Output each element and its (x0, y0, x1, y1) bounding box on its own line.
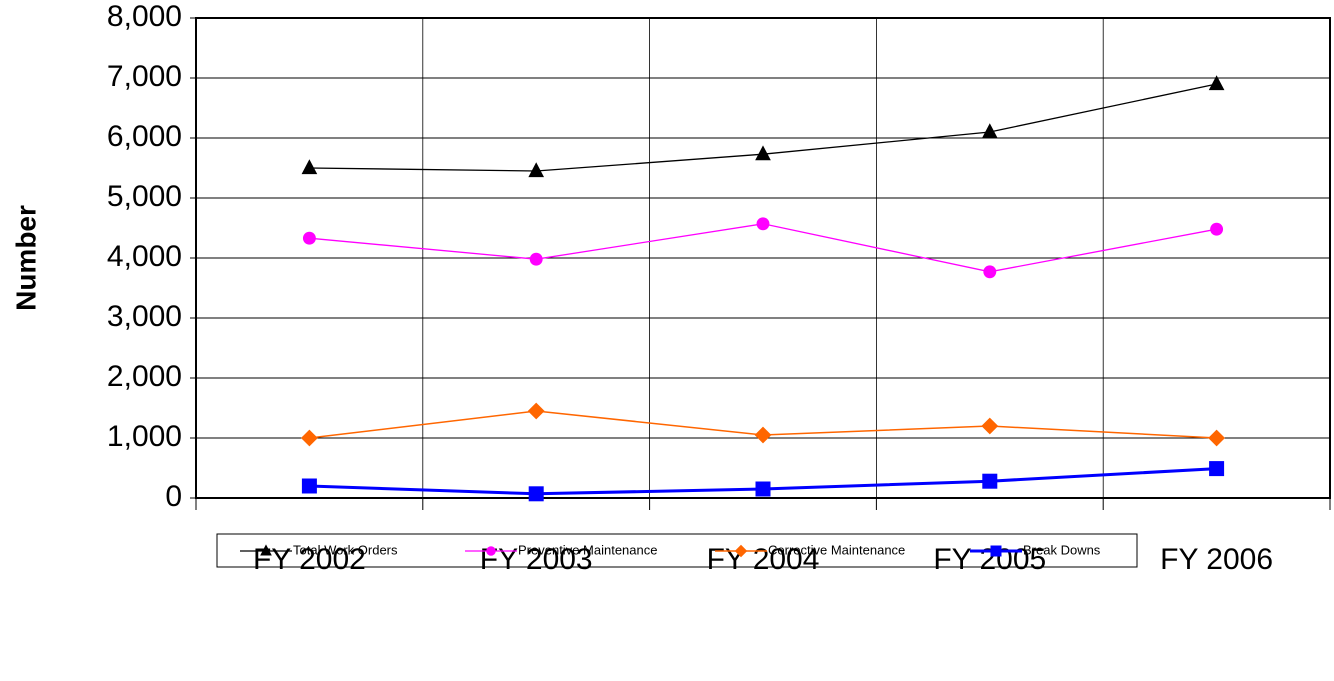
x-tick-label: FY 2004 (707, 543, 820, 576)
marker (1210, 222, 1224, 236)
marker (486, 546, 496, 556)
y-tick-label: 7,000 (107, 60, 182, 93)
y-tick-label: 6,000 (107, 120, 182, 153)
x-tick-label: FY 2005 (933, 543, 1046, 576)
y-tick-label: 5,000 (107, 180, 182, 213)
legend-label: Corrective Maintenance (768, 542, 905, 557)
y-tick-label: 2,000 (107, 360, 182, 393)
series-line (309, 223, 1217, 273)
y-tick-label: 1,000 (107, 420, 182, 453)
marker (990, 545, 1002, 557)
marker (1209, 461, 1225, 477)
marker (982, 473, 998, 489)
y-tick-label: 8,000 (107, 0, 182, 33)
legend-label: Break Downs (1023, 542, 1101, 557)
x-tick-label: FY 2006 (1160, 543, 1273, 576)
marker (300, 429, 318, 447)
y-tick-label: 4,000 (107, 240, 182, 273)
marker (301, 478, 317, 494)
marker (981, 417, 999, 435)
marker (301, 159, 318, 175)
x-tick-label: FY 2002 (253, 543, 366, 576)
marker (754, 426, 772, 444)
marker (527, 402, 545, 420)
marker (1208, 429, 1226, 447)
y-tick-label: 0 (165, 480, 182, 513)
plot-frame (195, 17, 1331, 499)
marker (983, 265, 997, 279)
y-axis-label: Number (10, 205, 41, 311)
marker (734, 544, 748, 558)
marker (302, 231, 316, 245)
marker (755, 145, 771, 161)
marker (756, 217, 770, 231)
legend-label: Total Work Orders (293, 542, 398, 557)
marker (755, 481, 771, 497)
marker (981, 123, 998, 139)
x-tick-label: FY 2003 (480, 543, 593, 576)
marker (529, 252, 543, 266)
legend-label: Preventive Maintenance (518, 542, 657, 557)
marker (260, 544, 272, 556)
marker (528, 486, 544, 502)
y-tick-label: 3,000 (107, 300, 182, 333)
marker (1208, 75, 1225, 91)
marker (528, 162, 545, 178)
